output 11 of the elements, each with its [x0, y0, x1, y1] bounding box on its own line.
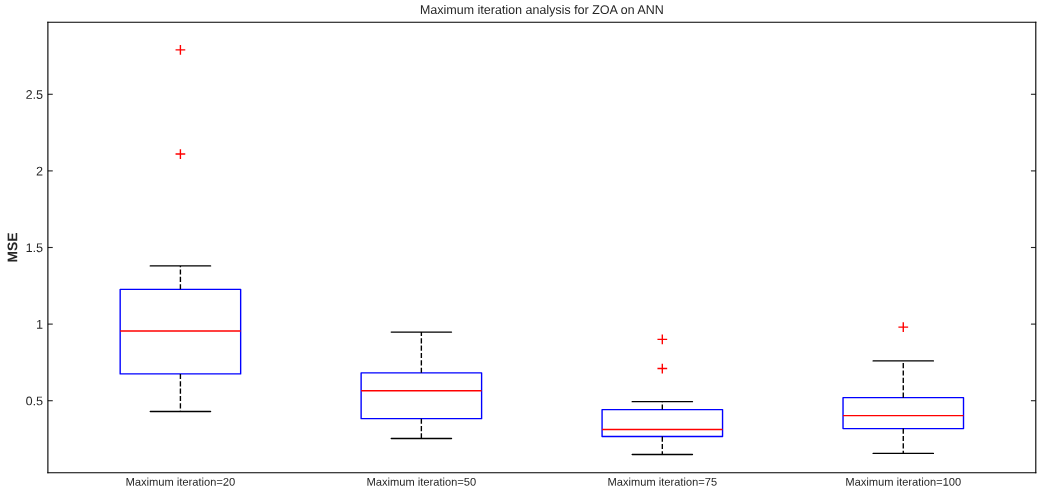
x-tick-label: Maximum iteration=20: [126, 477, 235, 486]
chart-title: Maximum iteration analysis for ZOA on ANN: [420, 4, 663, 17]
y-tick-label: 1: [37, 320, 43, 329]
y-tick-label: 1.5: [26, 243, 43, 253]
x-tick-label: Maximum iteration=75: [608, 477, 717, 486]
y-axis-title: MSE: [7, 232, 18, 262]
x-tick-label: Maximum iteration=100: [846, 477, 961, 486]
y-tick-label: 0.5: [26, 396, 43, 406]
y-tick-label: 2: [36, 166, 43, 176]
x-tick-label: Maximum iteration=50: [367, 477, 476, 486]
y-tick-label: 2.5: [26, 90, 43, 99]
